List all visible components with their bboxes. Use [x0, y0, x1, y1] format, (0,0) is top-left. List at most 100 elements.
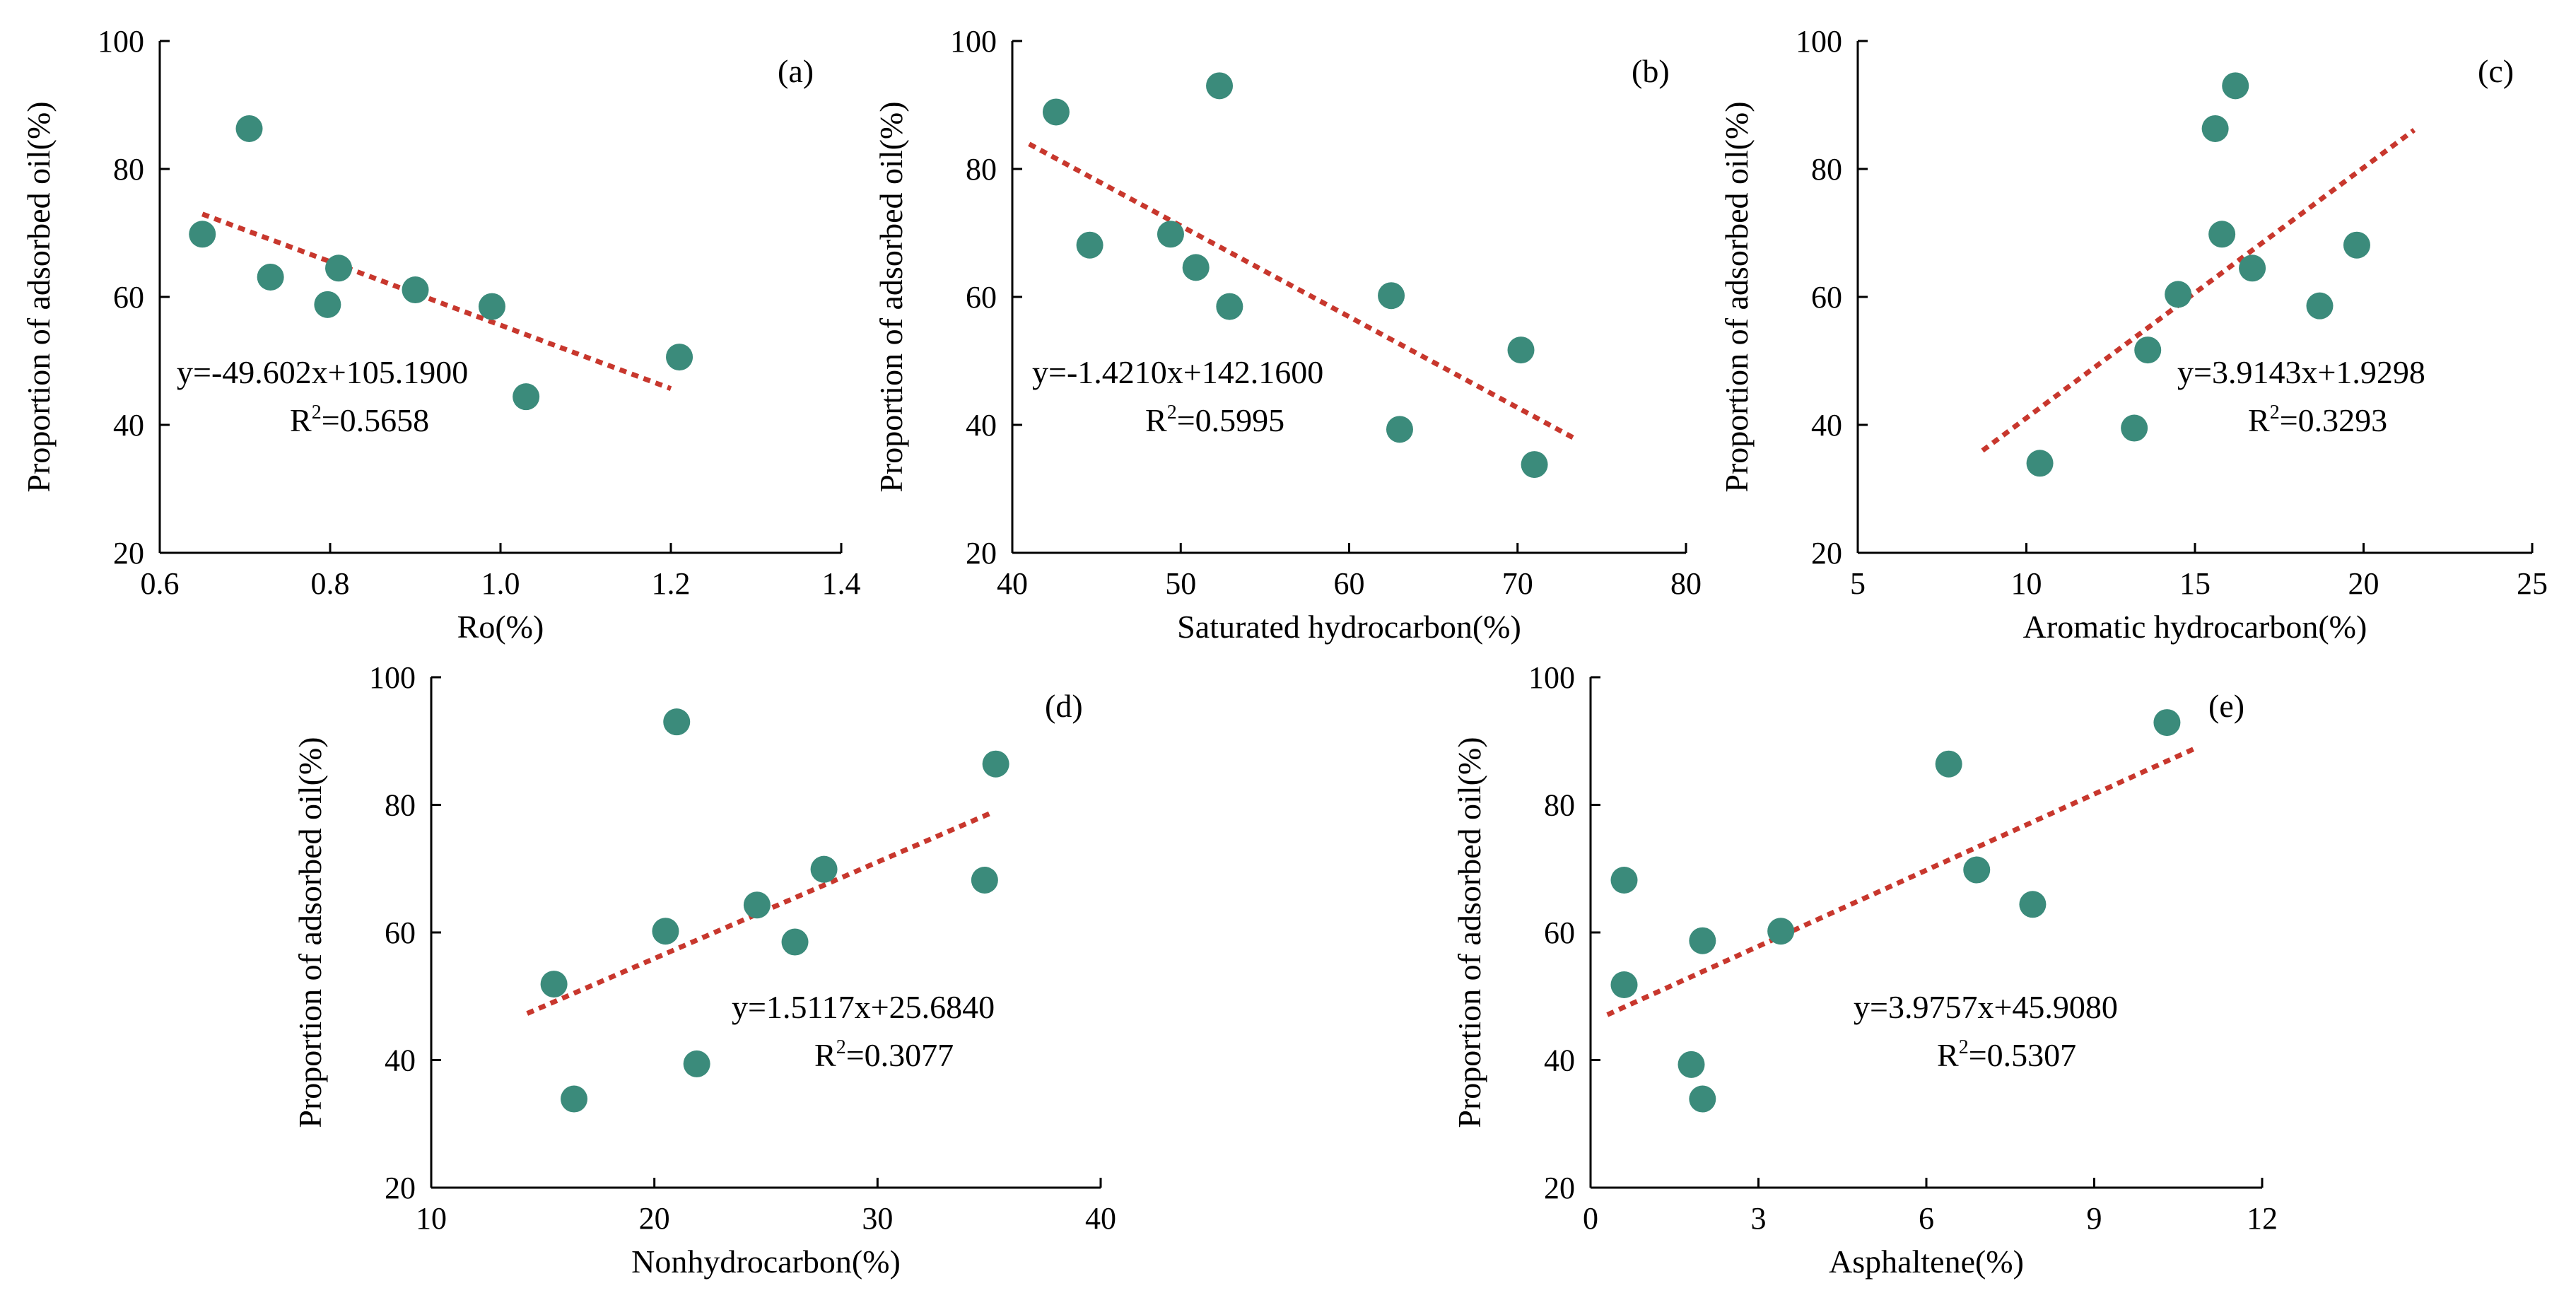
data-point: [540, 971, 568, 998]
r-squared: R2=0.3077: [814, 1036, 954, 1073]
x-tick-label: 10: [2011, 566, 2042, 601]
x-tick-label: 0.8: [311, 566, 350, 601]
x-axis-title: Aromatic hydrocarbon(%): [2023, 609, 2367, 645]
y-tick-label: 60: [385, 915, 416, 950]
x-tick-label: 50: [1165, 566, 1196, 601]
y-tick-label: 40: [1811, 408, 1842, 443]
panel-tag: (a): [778, 53, 814, 89]
data-point: [1076, 231, 1103, 259]
data-point: [2239, 254, 2266, 282]
data-point: [666, 344, 693, 371]
data-point: [1216, 293, 1243, 320]
data-point: [652, 918, 679, 945]
panel-a: 20 40 60 80 100 0.6 0.8 1.0 1.2 1.4 Ro(%) Proportio…: [21, 24, 861, 645]
data-point: [781, 928, 809, 956]
panel-tag: (b): [1632, 53, 1670, 89]
x-tick-label: 12: [2247, 1201, 2278, 1236]
y-tick-label: 100: [950, 24, 997, 59]
data-point: [257, 263, 284, 291]
y-axis-title: Proportion of adsorbed oil(%): [292, 737, 328, 1128]
x-tick-label: 1.2: [652, 566, 691, 601]
x-tick-label: 80: [1670, 566, 1702, 601]
x-tick-label: 15: [2179, 566, 2211, 601]
y-tick-label: 40: [966, 408, 997, 443]
trend-line: [1981, 128, 2416, 453]
y-tick-label: 100: [369, 660, 416, 695]
data-point: [513, 383, 540, 411]
x-tick-label: 5: [1850, 566, 1866, 601]
x-tick-label: 0.6: [141, 566, 180, 601]
data-point: [663, 708, 691, 736]
y-tick-label: 60: [966, 280, 997, 315]
data-point: [2222, 72, 2249, 100]
r-squared-value: =0.5658: [322, 402, 429, 438]
data-point: [402, 276, 429, 304]
y-tick-label: 80: [1544, 788, 1575, 823]
x-tick-label: 20: [639, 1201, 670, 1236]
y-tick-label: 20: [113, 536, 144, 570]
y-tick-label: 100: [1796, 24, 1842, 59]
data-point: [1386, 416, 1413, 443]
y-tick-label: 20: [1544, 1171, 1575, 1205]
y-tick-label: 20: [1811, 536, 1842, 570]
x-tick-label: 40: [997, 566, 1028, 601]
y-axis-title: Proportion of adsorbed oil(%): [21, 101, 57, 492]
r-squared-superscript: 2: [1959, 1036, 1969, 1058]
data-point: [1182, 254, 1210, 281]
x-tick-label: 10: [416, 1201, 447, 1236]
data-point: [982, 750, 1009, 778]
y-axis-title: Proportion of adsorbed oil(%): [1719, 101, 1755, 492]
r-squared-value: =0.5307: [1969, 1037, 2076, 1073]
data-point: [1157, 221, 1184, 248]
y-tick-label: 40: [385, 1043, 416, 1078]
panel-tag: (d): [1045, 688, 1083, 724]
data-point: [1610, 866, 1638, 894]
data-point: [1963, 856, 1991, 884]
data-point: [1689, 927, 1716, 954]
r-squared: R2=0.5307: [1937, 1036, 2076, 1073]
data-point: [1206, 72, 1234, 100]
data-point: [2201, 115, 2229, 142]
r-squared-superscript: 2: [1167, 402, 1177, 423]
data-point: [2134, 337, 2162, 364]
data-point: [1767, 918, 1795, 945]
trend-line: [1028, 141, 1578, 442]
data-point: [971, 866, 998, 894]
y-tick-label: 60: [1544, 915, 1575, 950]
x-tick-label: 1.0: [481, 566, 520, 601]
x-tick-label: 3: [1751, 1201, 1767, 1236]
y-tick-label: 80: [113, 152, 144, 187]
data-point: [561, 1085, 588, 1113]
y-tick-label: 80: [1811, 152, 1842, 187]
x-tick-label: 20: [2348, 566, 2379, 601]
data-point: [189, 221, 216, 248]
y-tick-label: 80: [385, 788, 416, 823]
data-point: [2208, 221, 2236, 248]
y-tick-label: 80: [966, 152, 997, 187]
r-squared-value: =0.3077: [846, 1037, 954, 1073]
x-tick-label: 70: [1502, 566, 1533, 601]
data-point: [1689, 1085, 1716, 1113]
y-axis-title: Proportion of adsorbed oil(%): [873, 101, 909, 492]
data-point: [743, 891, 771, 919]
data-point: [683, 1050, 710, 1077]
panel-tag: (c): [2478, 53, 2514, 89]
x-axis-title: Ro(%): [457, 609, 544, 645]
x-tick-label: 9: [2087, 1201, 2102, 1236]
panel-e: 20 40 60 80 100 0 3 6 9 12 Asphaltene(%) Proportion…: [1451, 660, 2278, 1280]
r-squared-value: =0.3293: [2280, 402, 2387, 438]
x-tick-label: 25: [2517, 566, 2548, 601]
data-point: [2306, 292, 2334, 320]
y-tick-label: 40: [1544, 1043, 1575, 1078]
r-squared: R2=0.5658: [290, 402, 429, 438]
r-squared-symbol: R: [2248, 402, 2270, 438]
data-point: [1378, 282, 1405, 310]
y-axis-title: Proportion of adsorbed oil(%): [1451, 737, 1487, 1128]
y-tick-label: 20: [966, 536, 997, 570]
data-point: [1610, 971, 1638, 999]
regression-equation: y=3.9143x+1.9298: [2177, 354, 2425, 390]
x-tick-label: 30: [862, 1201, 893, 1236]
data-point: [325, 254, 353, 282]
